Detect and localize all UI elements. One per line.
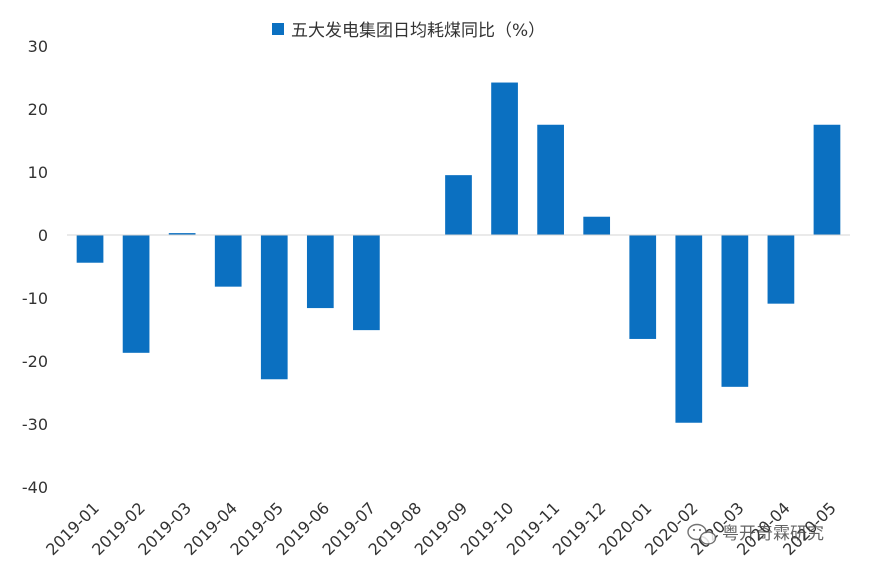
y-tick-label: -20 [22,352,48,371]
y-tick-label: 10 [28,163,48,182]
bar-2019-12 [583,216,611,235]
bar-2019-04 [214,235,242,287]
legend: 五大发电集团日均耗煤同比（%） [272,21,545,41]
bar-2019-11 [537,124,564,235]
bar-2019-10 [491,82,518,235]
y-tick-label: 20 [28,100,48,119]
bar-2020-04 [767,235,795,304]
watermark-text: 粤开奇霖研究 [722,524,824,544]
wechat-icon [687,523,717,545]
bar-2020-05 [813,124,841,235]
bar-2019-03 [168,233,196,235]
bar-2019-07 [353,235,380,331]
bars [76,82,841,423]
y-tick-label: -10 [22,289,48,308]
y-tick-label: 0 [38,226,48,245]
y-tick-label: 30 [28,37,48,56]
legend-label: 五大发电集团日均耗煤同比（%） [291,21,545,41]
bar-2019-06 [306,235,334,309]
x-axis: 2019-012019-022019-032019-042019-052019-… [42,498,840,559]
bar-2019-02 [122,235,150,353]
y-tick-label: -30 [22,415,48,434]
bar-2019-01 [76,235,104,263]
legend-swatch [272,23,284,35]
bar-2019-05 [260,235,288,380]
bar-2020-03 [721,235,749,387]
bar-2020-02 [675,235,703,423]
y-tick-label: -40 [22,478,48,497]
bar-2019-09 [445,175,472,235]
watermark: 粤开奇霖研究 [687,523,824,545]
bar-2020-01 [629,235,657,339]
y-axis: 30 20 10 0 -10 -20 -30 -40 [22,37,48,497]
